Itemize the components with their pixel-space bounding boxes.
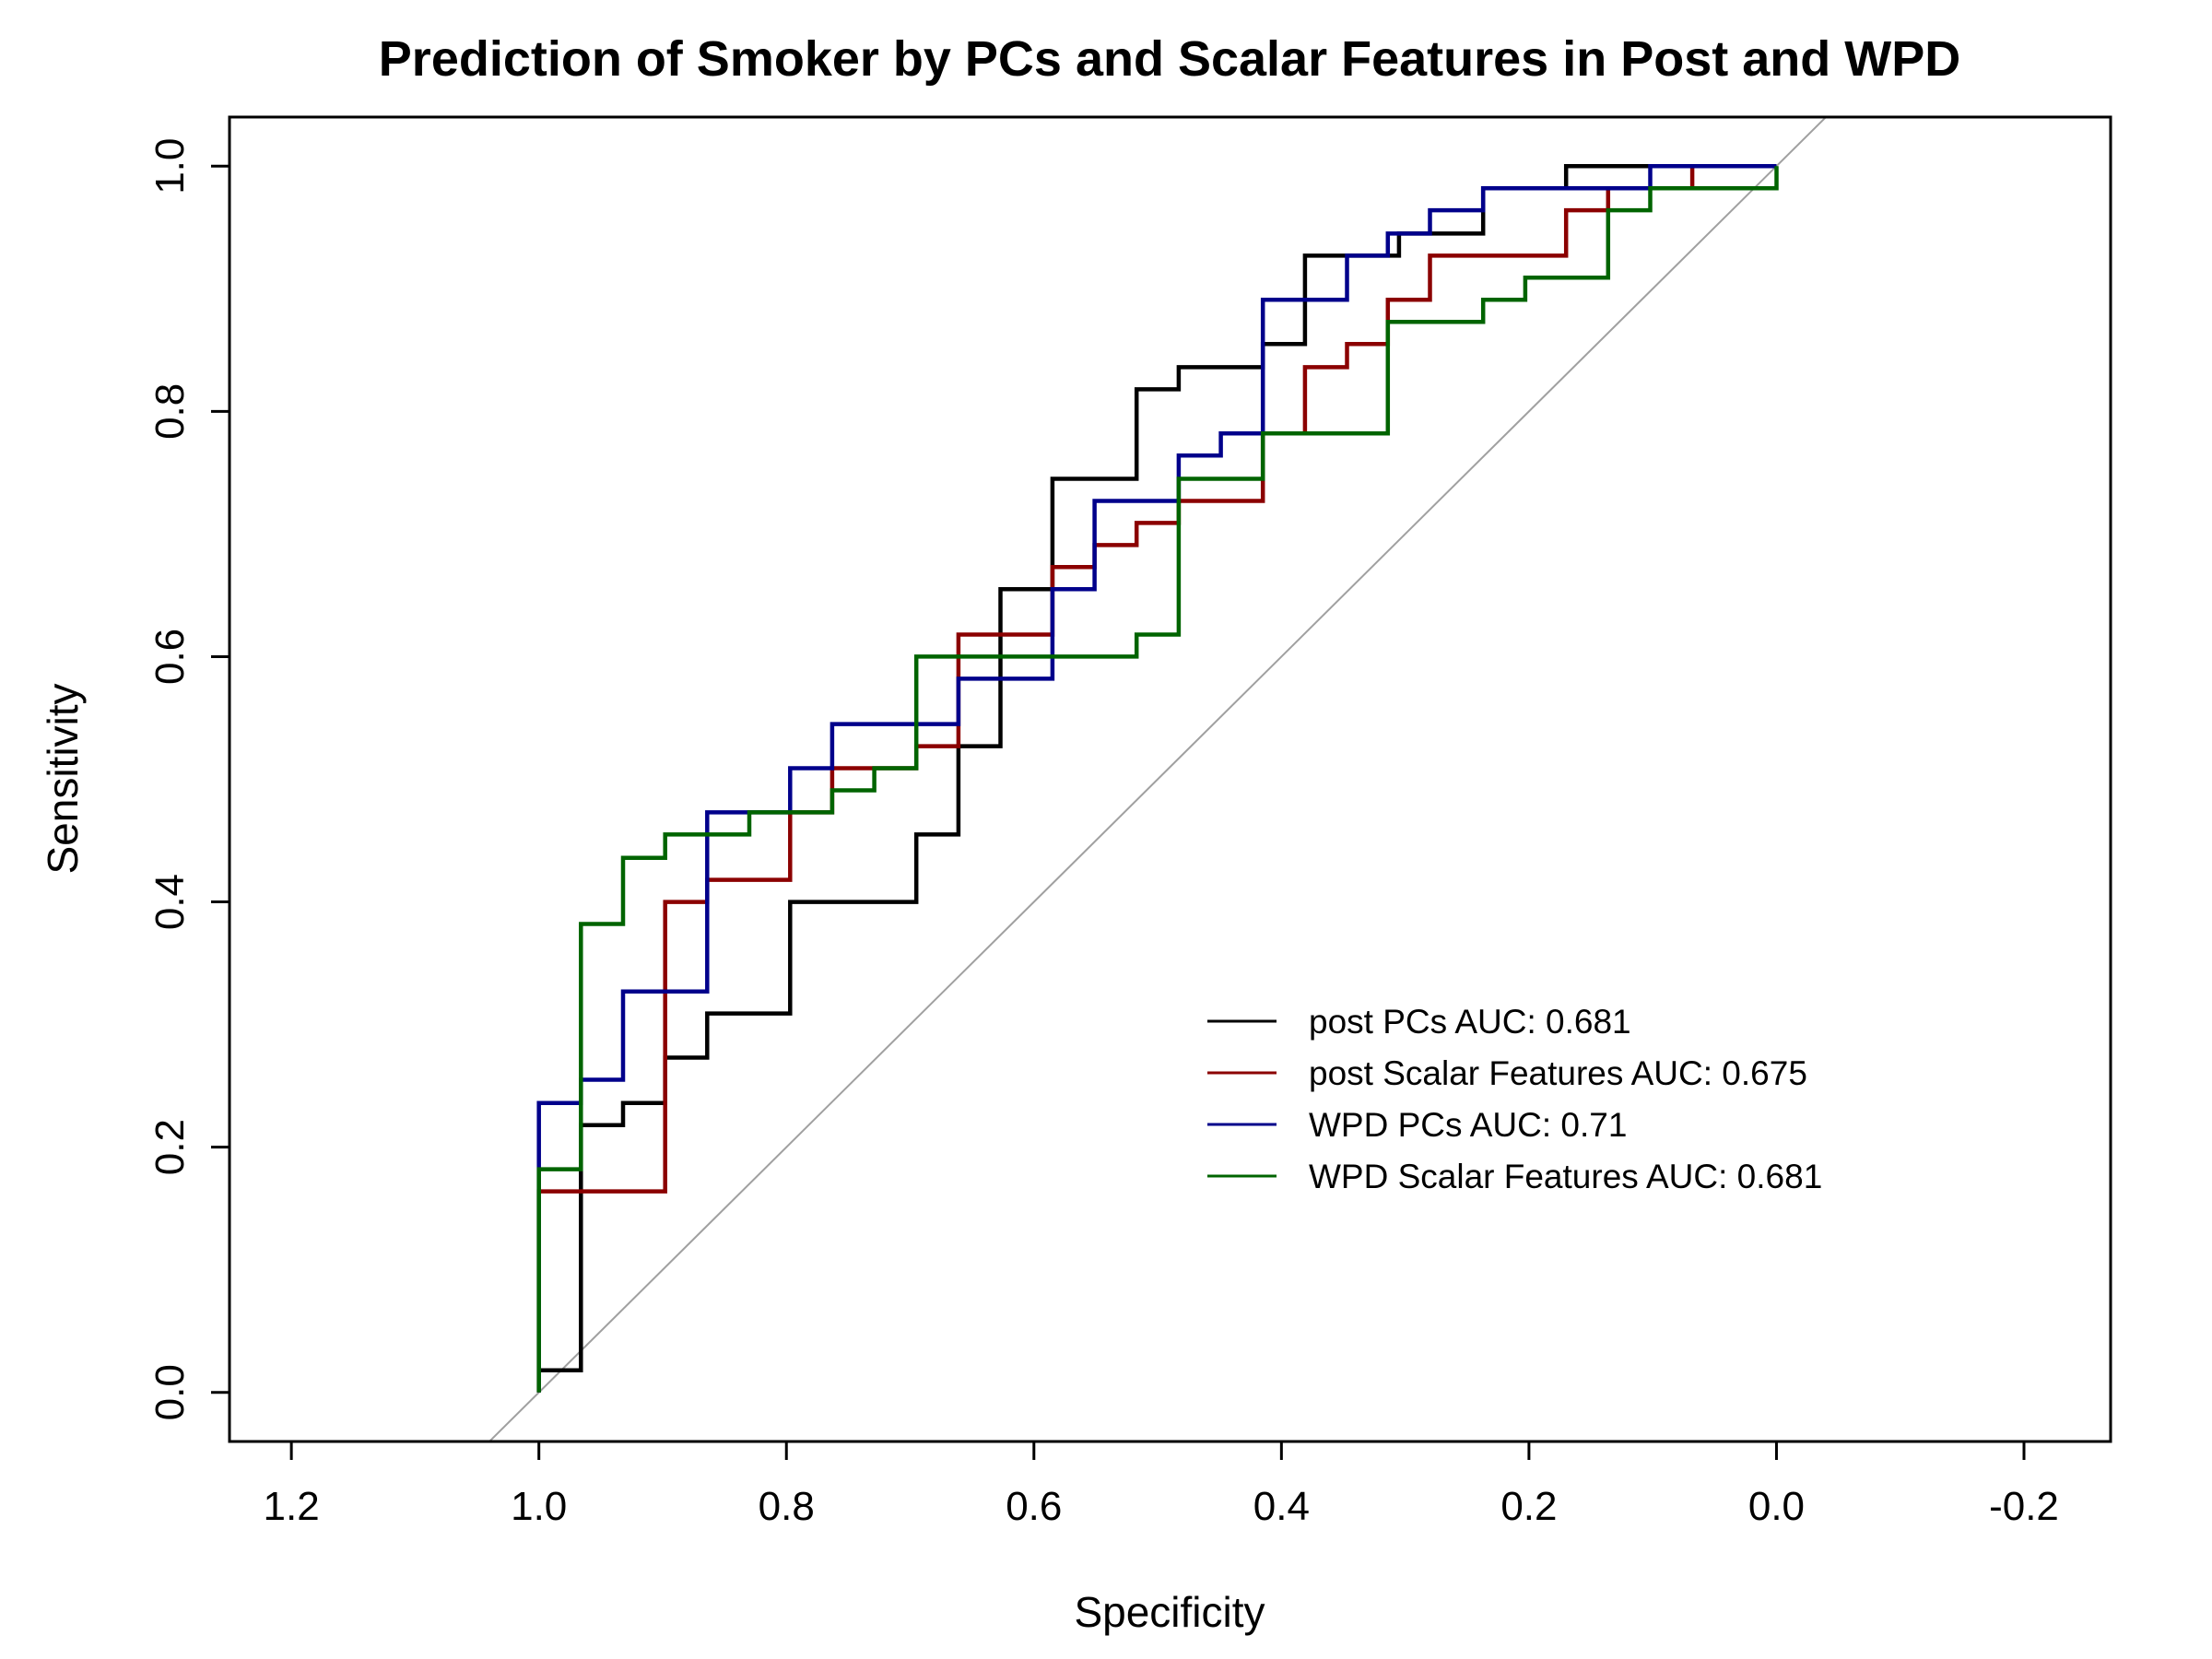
series-line-3	[536, 163, 1777, 1393]
y-tick-label: 0.2	[147, 1119, 193, 1175]
chart-title: Prediction of Smoker by PCs and Scalar F…	[379, 31, 1960, 87]
series-line-4	[536, 166, 1779, 1393]
legend-entry-label: post Scalar Features AUC: 0.675	[1309, 1054, 1807, 1092]
x-tick-label: 1.2	[264, 1484, 320, 1529]
y-tick-label: 0.4	[147, 874, 193, 930]
x-tick-label: 0.4	[1253, 1484, 1310, 1529]
x-axis: 1.2 1.0 0.8 0.6 0.4 0.2 0.0 -0.2	[264, 1440, 2059, 1529]
x-tick-label: 0.8	[759, 1484, 815, 1529]
y-tick-label: 0.6	[147, 629, 193, 685]
plot-area	[488, 117, 1828, 1441]
legend: post PCs AUC: 0.681 post Scalar Features …	[1207, 1003, 1822, 1195]
y-tick-label: 0.8	[147, 383, 193, 440]
x-tick-label: 1.0	[511, 1484, 567, 1529]
plot-frame	[228, 115, 2112, 1443]
x-tick-label: 0.0	[1748, 1484, 1805, 1529]
x-tick-label: -0.2	[1989, 1484, 2059, 1529]
y-tick-label: 0.0	[147, 1364, 193, 1420]
y-tick-label: 1.0	[147, 138, 193, 194]
y-axis: 0.0 0.2 0.4 0.6 0.8 1.0	[147, 138, 229, 1420]
x-tick-label: 0.6	[1006, 1484, 1062, 1529]
x-tick-label: 0.2	[1500, 1484, 1557, 1529]
series-line-2	[536, 163, 1777, 1393]
legend-entry-label: post PCs AUC: 0.681	[1309, 1003, 1631, 1041]
x-axis-label: Specificity	[1074, 1588, 1265, 1636]
y-axis-label: Sensitivity	[39, 683, 87, 874]
legend-entry-label: WPD PCs AUC: 0.71	[1309, 1106, 1627, 1144]
legend-entry-label: WPD Scalar Features AUC: 0.681	[1309, 1158, 1822, 1195]
reference-diagonal-line	[488, 117, 1828, 1441]
